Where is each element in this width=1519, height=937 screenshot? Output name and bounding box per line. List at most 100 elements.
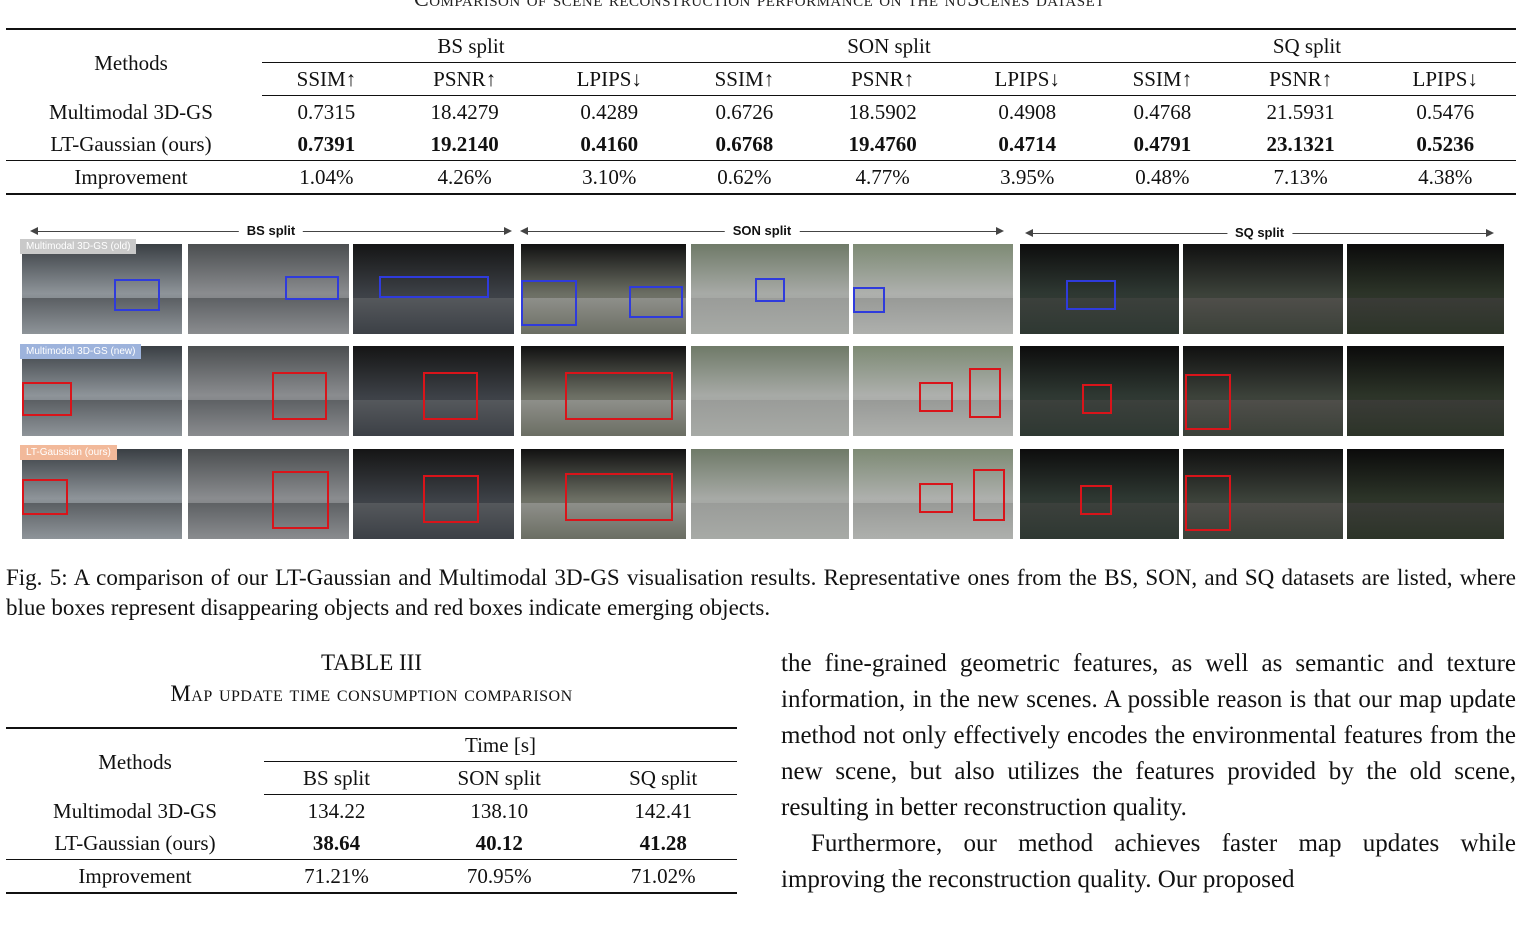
column-header: SQ split xyxy=(589,761,737,795)
split-label: BS split xyxy=(238,223,304,238)
metric-header: LPIPS↓ xyxy=(956,62,1098,96)
value-cell: 0.4714 xyxy=(998,132,1057,156)
value-cell: 0.4791 xyxy=(1133,132,1192,156)
emerging-object-box xyxy=(919,382,953,412)
value-cell: 0.5236 xyxy=(1416,132,1475,156)
disappearing-object-box xyxy=(114,279,160,311)
time-header: Time [s] xyxy=(264,727,737,762)
disappearing-object-box xyxy=(379,276,489,298)
split-arrow-son: SON split xyxy=(520,223,1004,240)
scene-thumbnail xyxy=(1347,346,1504,436)
table-row: Improvement 71.21% 70.95% 71.02% xyxy=(6,859,737,894)
value-cell: 138.10 xyxy=(470,799,529,823)
disappearing-object-box xyxy=(1066,280,1116,310)
scene-thumbnail xyxy=(353,244,514,334)
table-row: Multimodal 3D-GS 134.22 138.10 142.41 xyxy=(6,795,737,828)
value-cell: 0.62% xyxy=(679,160,809,195)
scene-thumbnail xyxy=(188,449,349,539)
metric-header: LPIPS↓ xyxy=(538,62,680,96)
method-cell: Improvement xyxy=(6,160,256,195)
disappearing-object-box xyxy=(629,286,683,318)
value-cell: 0.7391 xyxy=(297,132,356,156)
emerging-object-box xyxy=(1080,485,1112,515)
scene-thumbnail xyxy=(521,244,686,334)
emerging-object-box xyxy=(423,475,479,523)
row-label-new: Multimodal 3D-GS (new) xyxy=(20,344,142,359)
split-label: SON split xyxy=(724,223,800,238)
scene-thumbnail xyxy=(353,449,514,539)
scene-thumbnail xyxy=(22,449,182,539)
table-row: Improvement 1.04% 4.26% 3.10% 0.62% 4.77… xyxy=(6,160,1516,195)
group-header-sq: SQ split xyxy=(1097,28,1516,63)
metric-header: SSIM↑ xyxy=(262,62,391,96)
time-table: Methods Time [s] BS split SON split SQ s… xyxy=(6,727,737,894)
table3-label: TABLE III xyxy=(321,650,422,675)
scene-thumbnail xyxy=(353,346,514,436)
reconstruction-table: Methods BS split SON split SQ split SSIM… xyxy=(6,28,1516,195)
value-cell: 0.6768 xyxy=(715,132,774,156)
split-arrow-bs: BS split xyxy=(30,223,512,240)
scene-thumbnail xyxy=(1347,244,1504,334)
methods-header: Methods xyxy=(6,727,264,795)
method-cell: LT-Gaussian (ours) xyxy=(6,827,264,860)
value-cell: 71.02% xyxy=(589,859,737,894)
scene-thumbnail xyxy=(521,449,686,539)
row-label-ours: LT-Gaussian (ours) xyxy=(20,445,117,460)
caption-text: Fig. 5: A comparison of our LT-Gaussian … xyxy=(6,565,1516,620)
group-header-son: SON split xyxy=(679,28,1098,63)
metric-header: SSIM↑ xyxy=(1097,62,1227,96)
disappearing-object-box xyxy=(521,280,577,326)
scene-thumbnail xyxy=(1183,449,1343,539)
scene-thumbnail xyxy=(853,449,1013,539)
split-arrow-sq: SQ split xyxy=(1025,225,1494,242)
metric-header: PSNR↑ xyxy=(1226,62,1375,96)
metric-header: SSIM↑ xyxy=(679,62,809,96)
value-cell: 38.64 xyxy=(312,831,361,855)
scene-thumbnail xyxy=(853,244,1013,334)
row-label-old: Multimodal 3D-GS (old) xyxy=(20,239,137,254)
value-cell: 0.48% xyxy=(1097,160,1227,195)
emerging-object-box xyxy=(1082,384,1112,414)
comparison-figure: BS split SON split SQ split Multimodal 3… xyxy=(0,212,1519,547)
metric-header: PSNR↑ xyxy=(390,62,539,96)
value-cell: 0.4289 xyxy=(580,100,639,124)
column-header: SON split xyxy=(409,761,590,795)
method-cell: Multimodal 3D-GS xyxy=(49,99,213,124)
scene-thumbnail xyxy=(1020,244,1179,334)
value-cell: 71.21% xyxy=(264,859,410,894)
scene-thumbnail xyxy=(22,244,182,334)
paragraph: the fine-grained geometric features, as … xyxy=(781,650,1516,821)
metric-header: PSNR↑ xyxy=(808,62,957,96)
emerging-object-box xyxy=(1185,374,1231,430)
table-row: LT-Gaussian (ours) 0.7391 19.2140 0.4160… xyxy=(6,128,1516,161)
emerging-object-box xyxy=(272,372,327,420)
value-cell: 0.4908 xyxy=(998,100,1057,124)
scene-thumbnail xyxy=(521,346,686,436)
disappearing-object-box xyxy=(285,276,339,300)
paragraph: Furthermore, our method achieves faster … xyxy=(781,830,1516,893)
value-cell: 7.13% xyxy=(1226,160,1375,195)
value-cell: 70.95% xyxy=(409,859,590,894)
value-cell: 142.41 xyxy=(634,799,693,823)
emerging-object-box xyxy=(919,483,953,513)
scene-thumbnail xyxy=(691,346,849,436)
value-cell: 134.22 xyxy=(307,799,366,823)
scene-thumbnail xyxy=(1183,244,1343,334)
table-row: Multimodal 3D-GS 0.7315 18.4279 0.4289 0… xyxy=(6,96,1516,129)
value-cell: 19.2140 xyxy=(430,132,499,156)
value-cell: 0.6726 xyxy=(715,100,774,124)
scene-thumbnail xyxy=(1020,346,1179,436)
scene-thumbnail xyxy=(188,244,349,334)
metric-header: LPIPS↓ xyxy=(1374,62,1516,96)
emerging-object-box xyxy=(22,479,68,515)
scene-thumbnail xyxy=(853,346,1013,436)
value-cell: 18.4279 xyxy=(430,100,499,124)
column-header: BS split xyxy=(264,761,410,795)
value-cell: 0.5476 xyxy=(1416,100,1475,124)
figure-caption: Fig. 5: A comparison of our LT-Gaussian … xyxy=(6,563,1516,623)
body-text: the fine-grained geometric features, as … xyxy=(781,646,1516,898)
value-cell: 40.12 xyxy=(475,831,523,855)
emerging-object-box xyxy=(973,469,1005,521)
value-cell: 0.7315 xyxy=(297,100,356,124)
table3-title: Map update time consumption comparison xyxy=(170,681,573,706)
